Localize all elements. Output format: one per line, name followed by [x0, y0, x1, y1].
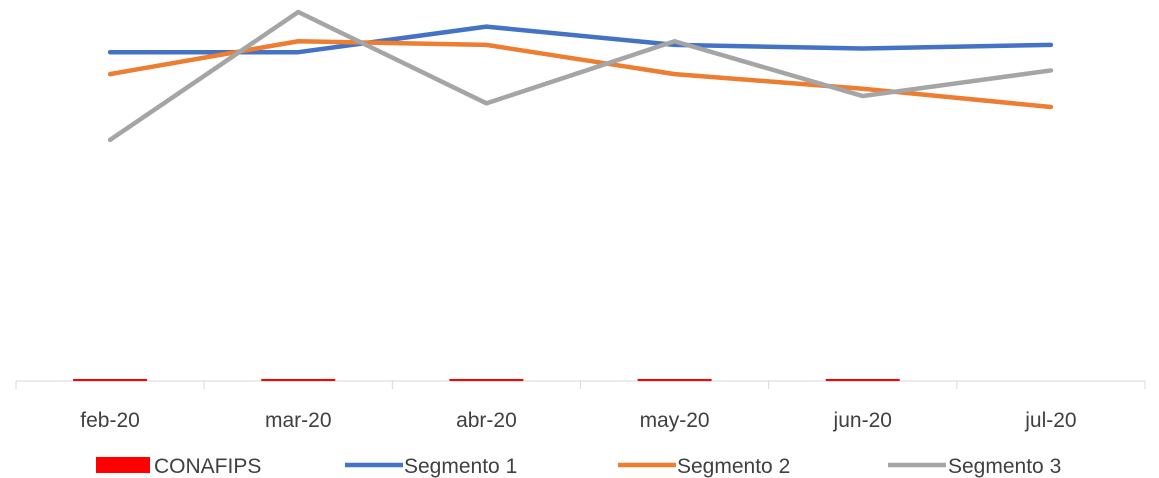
segmento-1-legend-label: Segmento 1	[404, 455, 517, 478]
x-tick-label: may-20	[640, 409, 710, 432]
conafips-bar	[637, 379, 712, 381]
conafips-legend-label: CONAFIPS	[154, 455, 261, 478]
x-axis	[15, 380, 1146, 389]
x-tick-label: abr-20	[456, 409, 517, 432]
conafips-bars	[73, 379, 900, 381]
legend: CONAFIPS Segmento 1 Segmento 2 Segmento 3	[96, 455, 1061, 478]
conafips-bar	[261, 379, 336, 381]
segmento-3-legend-label: Segmento 3	[948, 455, 1061, 478]
conafips-bar	[825, 379, 900, 381]
series-lines	[107, 9, 1054, 143]
conafips-legend-swatch	[96, 457, 150, 473]
conafips-bar	[73, 379, 148, 381]
segmento-2-legend-label: Segmento 2	[677, 455, 790, 478]
x-tick-label: jul-20	[1024, 409, 1076, 432]
segmento-3-line	[107, 9, 1054, 143]
x-tick-label: feb-20	[80, 409, 140, 432]
segmento-1-line	[107, 24, 1054, 55]
conafips-bar	[449, 379, 524, 381]
x-tick-labels: feb-20 mar-20 abr-20 may-20 jun-20 jul-20	[80, 409, 1076, 432]
x-tick-label: jun-20	[833, 409, 892, 432]
x-tick-label: mar-20	[265, 409, 332, 432]
